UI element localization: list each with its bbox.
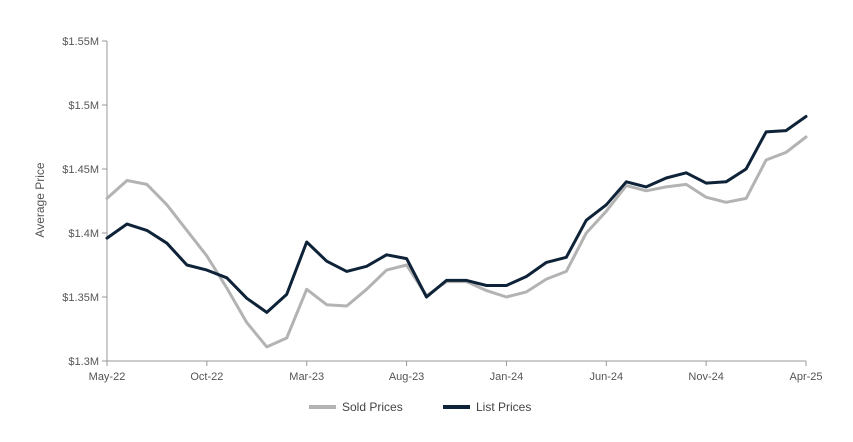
y-tick-label: $1.35M (62, 292, 99, 304)
series-line-list-prices (105, 115, 808, 314)
y-tick-label: $1.5M (68, 100, 99, 112)
x-tick-label: Oct-22 (190, 371, 223, 383)
legend: Sold Prices List Prices (309, 400, 531, 414)
y-tick-label: $1.55M (62, 36, 99, 48)
legend-label: List Prices (476, 400, 531, 414)
legend-item-list-prices: List Prices (443, 400, 531, 414)
x-tick-label: Apr-25 (789, 371, 822, 383)
x-tick-label: Jan-24 (490, 371, 524, 383)
series-line-sold-prices (105, 135, 808, 349)
y-tick-label: $1.45M (62, 164, 99, 176)
y-axis-title: Average Price (33, 162, 47, 237)
legend-item-sold-prices: Sold Prices (309, 400, 403, 414)
x-tick-label: Aug-23 (389, 371, 424, 383)
x-tick-label: Nov-24 (688, 371, 723, 383)
y-tick-label: $1.3M (68, 356, 99, 368)
x-tick-label: Jun-24 (589, 371, 623, 383)
legend-label: Sold Prices (342, 400, 403, 414)
x-axis: May-22 Oct-22 Mar-23 Aug-23 Jan-24 Jun-24 Nov-… (89, 360, 823, 383)
y-tick-label: $1.4M (68, 228, 99, 240)
y-axis: $1.3M $1.35M $1.4M $1.45M $1.5M $1.55M (62, 36, 108, 368)
series-layer (105, 115, 808, 349)
x-tick-label: Mar-23 (289, 371, 324, 383)
x-tick-label: May-22 (89, 371, 126, 383)
